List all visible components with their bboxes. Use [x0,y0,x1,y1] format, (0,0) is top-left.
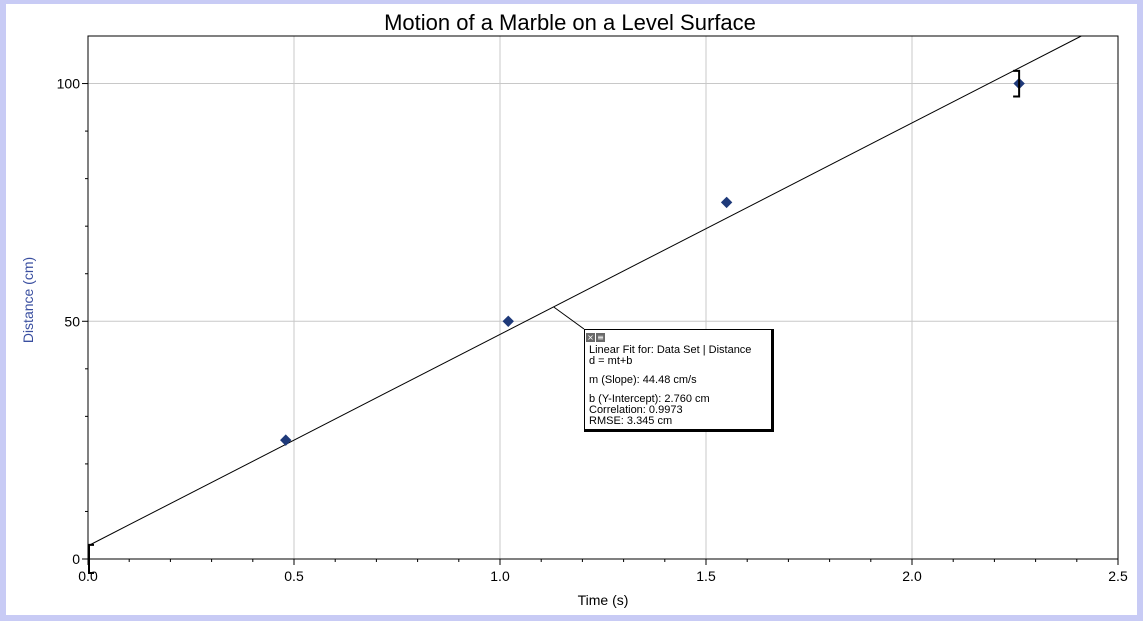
y-axis-label: Distance (cm) [20,257,36,343]
annotation-controls: × ≡ [586,331,606,342]
plot-border [87,35,1119,560]
y-tick-label: 50 [64,313,80,329]
data-point [720,196,733,209]
x-tick-label: 1.5 [696,568,716,584]
fit-slope: m (Slope): 44.48 cm/s [589,374,697,386]
y-tick-label: 0 [72,551,80,567]
x-tick-label: 0.5 [284,568,304,584]
range-bracket-right [1013,69,1021,98]
close-icon[interactable]: × [586,333,595,342]
annotation-leader [553,306,585,330]
data-point [280,434,292,446]
fit-title: Linear Fit for: Data Set | Distance [589,344,752,356]
fit-intercept: b (Y-Intercept): 2.760 cm [589,393,710,405]
fit-equation: d = mt+b [589,355,633,367]
fit-correlation: Correlation: 0.9973 [589,404,683,416]
x-tick-label: 2.0 [902,568,922,584]
x-axis-label: Time (s) [578,592,629,608]
grid [88,36,1118,559]
data-point [502,315,514,327]
range-bracket-left [88,543,94,574]
y-tick-label: 100 [57,76,81,92]
chart-frame: 0.0 0.5 1.0 1.5 2.0 2.5 0 50 100 Motion of a Mar… [6,4,1137,615]
linear-fit-annotation[interactable]: × ≡ Linear Fit for: Data Set | Distance d… [584,329,774,432]
fit-layer [87,35,1082,547]
x-tick-label: 2.5 [1108,568,1128,584]
fit-line [87,35,1082,547]
fit-rmse: RMSE: 3.345 cm [589,415,673,427]
chart-title: Motion of a Marble on a Level Surface [384,10,756,35]
x-tick-label: 1.0 [490,568,510,584]
menu-icon[interactable]: ≡ [596,333,605,342]
